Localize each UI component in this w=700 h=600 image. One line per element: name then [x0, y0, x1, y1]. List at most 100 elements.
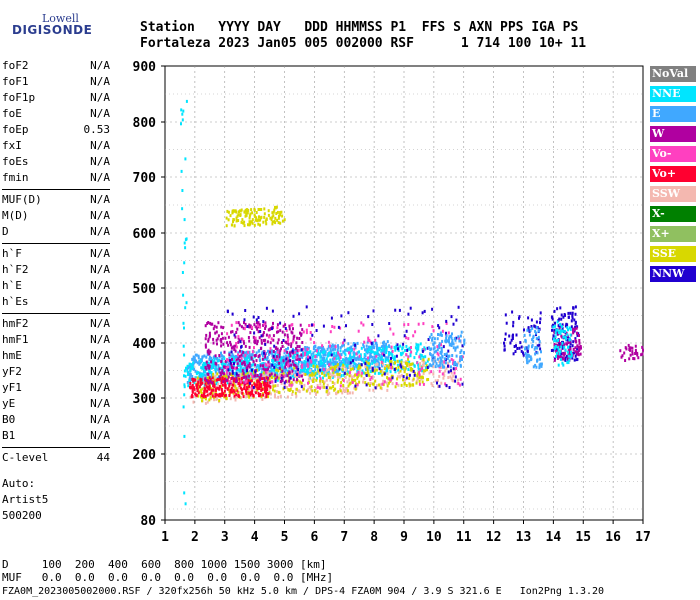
data-point	[513, 345, 516, 348]
data-point	[271, 368, 274, 372]
data-point	[395, 382, 398, 386]
data-point	[376, 364, 379, 368]
data-point	[404, 361, 407, 365]
data-point	[450, 315, 453, 319]
data-point	[508, 334, 511, 338]
data-point	[203, 390, 206, 394]
data-point	[376, 346, 379, 349]
data-point	[288, 379, 291, 383]
data-point	[282, 359, 285, 363]
data-point	[267, 392, 270, 396]
data-point	[193, 381, 196, 385]
data-point	[551, 317, 554, 321]
data-point	[262, 323, 265, 327]
data-point	[346, 389, 349, 393]
data-point	[299, 323, 302, 327]
data-point	[629, 346, 632, 350]
data-point	[355, 352, 358, 356]
data-point	[306, 347, 309, 351]
data-point	[374, 371, 377, 375]
data-point	[254, 218, 257, 222]
data-point	[394, 385, 397, 389]
data-point	[277, 216, 280, 220]
data-point	[424, 355, 427, 359]
data-point	[407, 312, 410, 316]
data-point	[264, 381, 267, 385]
data-point	[212, 366, 215, 369]
data-point	[222, 367, 225, 371]
data-point	[300, 385, 303, 389]
data-point	[459, 364, 462, 368]
data-point	[263, 212, 266, 216]
data-point	[267, 213, 270, 217]
data-point	[265, 333, 268, 337]
data-point	[418, 355, 421, 359]
data-point	[421, 349, 424, 353]
data-point	[337, 344, 339, 348]
data-point	[254, 384, 257, 388]
data-point	[258, 387, 261, 390]
data-point	[297, 348, 300, 352]
data-point	[190, 395, 193, 399]
data-point	[237, 340, 240, 344]
data-point	[286, 395, 289, 399]
data-point	[183, 218, 186, 222]
data-point	[413, 373, 416, 377]
data-point	[358, 350, 360, 354]
x-tick-label: 7	[340, 530, 348, 545]
data-point	[276, 330, 278, 334]
data-point	[228, 384, 231, 388]
data-point	[184, 502, 187, 506]
data-point	[460, 349, 463, 353]
data-point	[384, 345, 387, 349]
data-point	[197, 391, 200, 395]
data-point	[366, 347, 369, 351]
data-point	[430, 364, 433, 368]
data-point	[336, 363, 339, 367]
data-point	[450, 369, 452, 373]
data-point	[255, 325, 258, 329]
data-point	[226, 360, 228, 364]
data-point	[335, 351, 338, 355]
data-point	[362, 371, 365, 375]
data-point	[260, 334, 263, 338]
data-point	[291, 372, 294, 376]
data-point	[212, 372, 215, 376]
data-point	[301, 328, 304, 332]
data-point	[442, 345, 445, 349]
data-point	[454, 348, 457, 352]
data-point	[262, 372, 265, 376]
x-tick-label: 1	[161, 530, 169, 545]
data-point	[370, 350, 373, 353]
data-point	[367, 315, 370, 319]
data-point	[285, 354, 288, 358]
data-point	[214, 390, 217, 394]
param-value: N/A	[90, 279, 110, 292]
data-point	[309, 350, 312, 354]
data-point	[391, 376, 394, 380]
data-point	[267, 372, 270, 376]
data-point	[274, 358, 277, 362]
data-point	[303, 360, 306, 363]
data-point	[345, 324, 347, 328]
data-point	[301, 341, 304, 344]
data-point	[366, 369, 369, 373]
data-point	[322, 358, 325, 362]
data-point	[221, 362, 224, 366]
data-point	[428, 371, 431, 375]
data-point	[421, 380, 424, 384]
data-point	[447, 331, 450, 335]
data-point	[263, 215, 266, 219]
data-point	[457, 382, 460, 385]
data-point	[220, 351, 222, 355]
data-point	[417, 366, 420, 370]
data-point	[378, 347, 381, 350]
data-point	[347, 311, 350, 315]
data-point	[184, 157, 187, 161]
data-point	[227, 365, 230, 369]
data-point	[234, 355, 237, 358]
data-point	[273, 208, 276, 212]
data-point	[356, 373, 359, 376]
data-point	[316, 372, 319, 376]
data-point	[259, 382, 262, 386]
